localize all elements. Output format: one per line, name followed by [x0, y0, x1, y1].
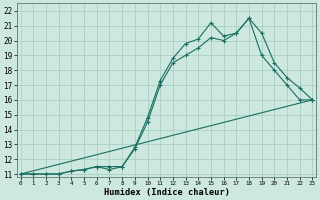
X-axis label: Humidex (Indice chaleur): Humidex (Indice chaleur) [104, 188, 229, 197]
